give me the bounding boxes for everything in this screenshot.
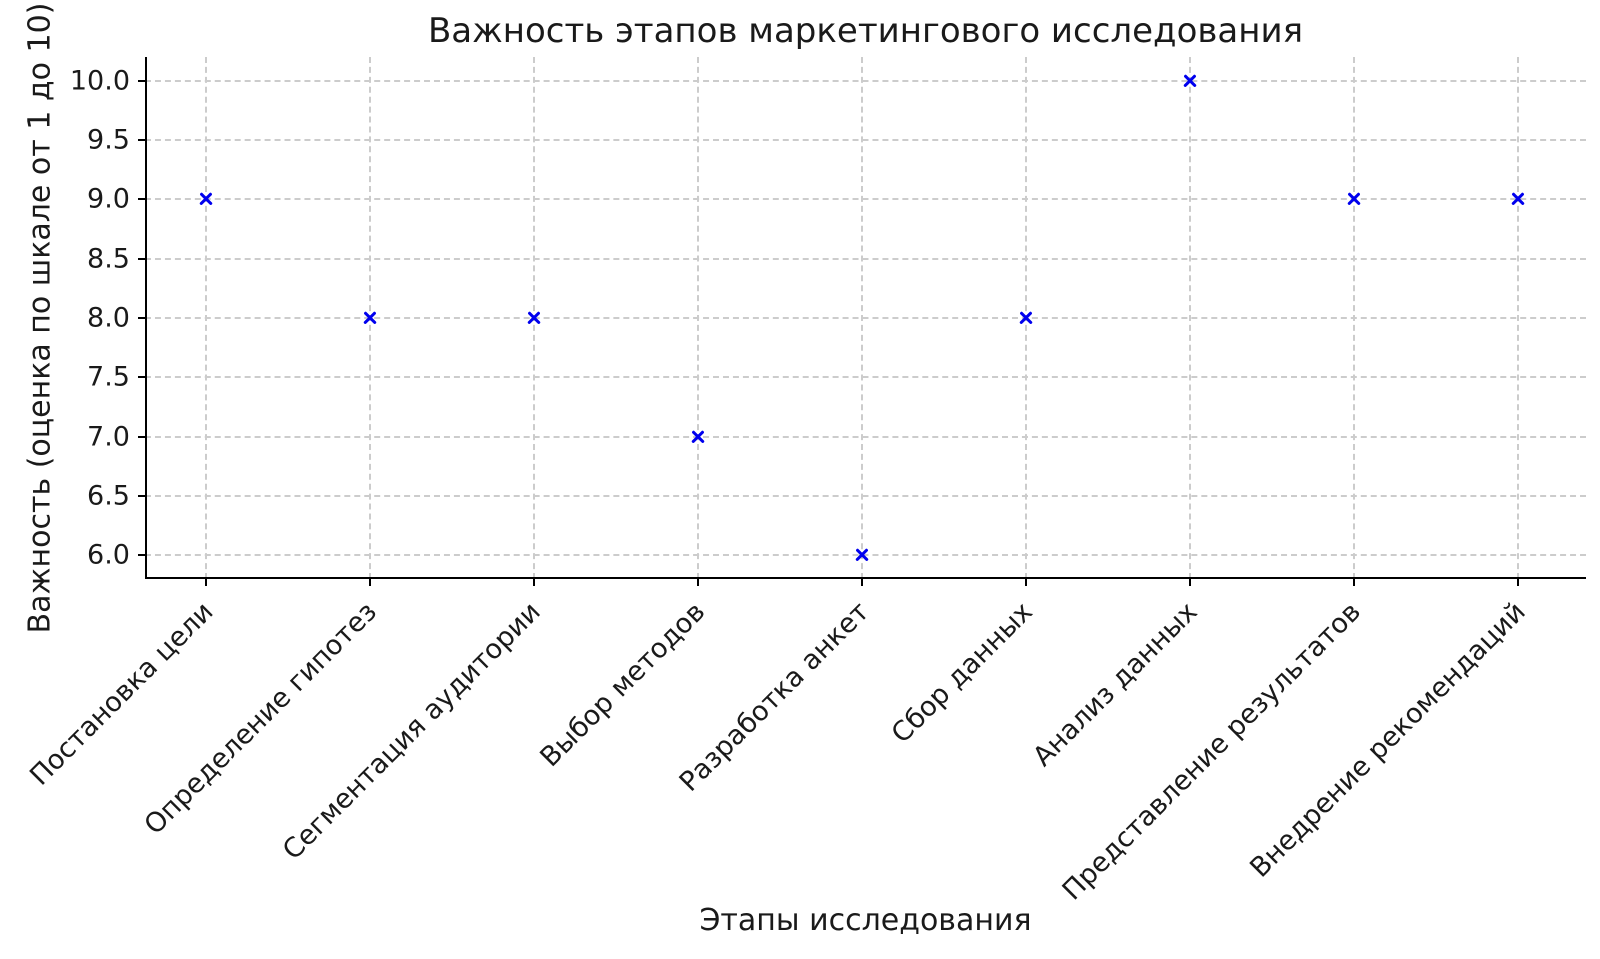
- y-tick: [138, 139, 145, 142]
- scatter-marker-6: [1020, 312, 1032, 324]
- scatter-marker-3: [528, 312, 540, 324]
- y-axis-spine: [145, 57, 147, 579]
- y-tick-label: 7.0: [87, 421, 130, 453]
- x-tick-label: Представление результатов: [1057, 596, 1368, 907]
- y-tick-label: 10.0: [69, 65, 130, 97]
- x-tick: [369, 579, 371, 586]
- v-gridline: [697, 57, 699, 579]
- x-tick: [697, 579, 699, 586]
- y-tick-label: 9.5: [87, 124, 130, 156]
- y-axis-label: Важность (оценка по шкале от 1 до 10): [22, 2, 58, 634]
- y-tick: [138, 494, 145, 497]
- scatter-marker-4: [692, 431, 704, 443]
- x-axis-spine: [145, 577, 1586, 579]
- plot-area: [138, 57, 1586, 586]
- v-gridline: [1353, 57, 1355, 579]
- y-tick-label: 6.0: [87, 539, 130, 571]
- h-gridline: [145, 494, 1586, 497]
- y-tick-label: 8.0: [87, 302, 130, 334]
- x-tick: [533, 579, 535, 586]
- scatter-marker-2: [364, 312, 376, 324]
- y-tick: [138, 317, 145, 319]
- y-tick: [138, 435, 145, 438]
- h-gridline: [145, 198, 1586, 201]
- y-tick: [138, 376, 145, 379]
- x-tick: [205, 579, 207, 586]
- x-tick-label: Разработка анкет: [673, 596, 876, 798]
- y-tick-label: 7.5: [87, 361, 130, 393]
- h-gridline: [145, 317, 1586, 319]
- y-tick-label: 6.5: [87, 480, 130, 512]
- chart-title: Важность этапов маркетингового исследова…: [427, 11, 1304, 51]
- v-gridline: [205, 57, 207, 579]
- x-axis-label: Этапы исследования: [699, 903, 1032, 938]
- x-tick: [1025, 579, 1027, 586]
- x-tick-label: Выбор методов: [534, 596, 712, 774]
- v-gridline: [1189, 57, 1191, 579]
- x-tick-label: Сбор данных: [886, 596, 1040, 750]
- v-gridline: [1517, 57, 1519, 579]
- h-gridline: [145, 79, 1586, 82]
- x-tick: [1353, 579, 1355, 586]
- h-gridline: [145, 139, 1586, 142]
- y-tick-label: 9.0: [87, 183, 130, 215]
- x-tick: [861, 579, 863, 586]
- scatter-marker-1: [200, 193, 212, 205]
- y-tick-label: 8.5: [87, 243, 130, 275]
- scatter-marker-7: [1184, 75, 1196, 87]
- y-tick: [138, 257, 145, 260]
- x-tick: [1517, 579, 1519, 586]
- y-tick: [138, 198, 145, 201]
- scatter-marker-9: [1512, 193, 1524, 205]
- scatter-marker-5: [856, 549, 868, 561]
- x-tick-label: Внедрение рекомендаций: [1243, 596, 1532, 884]
- h-gridline: [145, 257, 1586, 260]
- scatter-marker-8: [1348, 193, 1360, 205]
- v-gridline: [861, 57, 863, 579]
- x-tick-label: Анализ данных: [1026, 596, 1204, 773]
- h-gridline: [145, 376, 1586, 379]
- h-gridline: [145, 435, 1586, 438]
- x-tick: [1189, 579, 1191, 586]
- y-tick: [138, 79, 145, 82]
- y-tick: [138, 554, 145, 557]
